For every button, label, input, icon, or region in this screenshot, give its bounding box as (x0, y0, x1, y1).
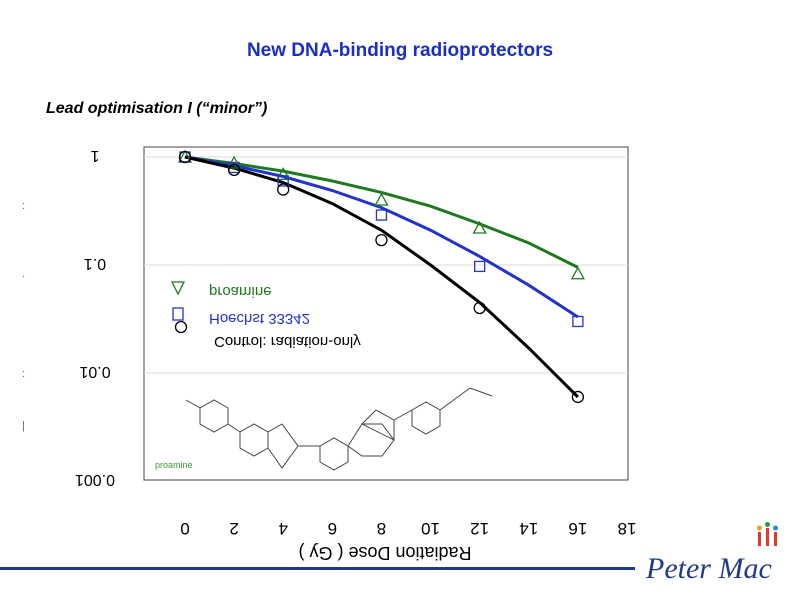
molecule-label: proamine (155, 460, 193, 470)
data-point-square (474, 260, 486, 273)
data-point-circle (227, 163, 241, 177)
molecule-structure (185, 387, 493, 471)
edge-mark: | (22, 420, 25, 432)
data-point-triangle (472, 220, 487, 234)
y-tick-label: 0.01 (79, 363, 110, 380)
x-tick-label: 18 (618, 519, 637, 538)
plot-frame (143, 146, 629, 481)
y-tick-label: 0.001 (75, 471, 115, 488)
data-point-circle (473, 301, 486, 315)
x-tick-label: 12 (470, 519, 489, 538)
x-tick-label: 4 (278, 519, 287, 538)
x-tick-label: 8 (377, 519, 386, 538)
fit-curve (184, 155, 579, 319)
page-title: New DNA-binding radioprotectors (246, 40, 554, 61)
x-tick-label: 2 (229, 519, 238, 538)
legend-marker-square (172, 307, 184, 321)
legend-marker-circle (174, 320, 188, 334)
grid (144, 156, 628, 374)
data-point-circle (178, 150, 192, 164)
x-tick-label: 16 (568, 519, 587, 538)
edge-mark: . (22, 268, 26, 280)
edge-mark: : (22, 200, 26, 212)
data-point-square (277, 175, 289, 187)
data-point-circle (277, 183, 290, 196)
data-points (177, 149, 585, 404)
fit-curve (184, 155, 579, 269)
y-tick-label: 0.1 (84, 255, 106, 272)
svg-text:Peter Mac: Peter Mac (645, 552, 772, 585)
legend-label: proamine (209, 283, 272, 300)
x-tick-label: 10 (421, 519, 440, 538)
footer-rule (0, 567, 635, 570)
data-point-triangle (570, 266, 585, 280)
legend-marker-triangle (170, 281, 186, 296)
data-point-circle (375, 233, 388, 247)
axis-ticks: 0 2 4 6 8 10 12 14 16 18 0.001 0.01 0.1 1 (75, 147, 637, 538)
legend-label: Hoechst 33342 (209, 310, 310, 327)
x-axis-label: Radiation Dose ( Gy ) (298, 543, 471, 563)
data-point-triangle (276, 167, 291, 181)
subtitle: Lead optimisation I (“minor”) (46, 100, 268, 117)
x-tick-label: 6 (328, 519, 337, 538)
logo-accent-icon (757, 522, 778, 546)
legend: proamine Hoechst 33342 Control: radiation-… (170, 281, 361, 350)
peter-mac-logo: Peter Mac (645, 522, 778, 585)
edge-mark: : (22, 368, 26, 380)
legend-label: Control: radiation-only (214, 333, 361, 350)
x-tick-label: 0 (180, 519, 189, 538)
y-tick-label: 1 (90, 147, 99, 164)
data-point-square (572, 315, 584, 328)
data-point-square (375, 209, 388, 221)
fit-curves (184, 155, 579, 399)
data-point-circle (571, 390, 585, 404)
data-point-triangle (374, 192, 389, 206)
x-tick-label: 14 (519, 519, 538, 538)
fit-curve (184, 155, 579, 399)
